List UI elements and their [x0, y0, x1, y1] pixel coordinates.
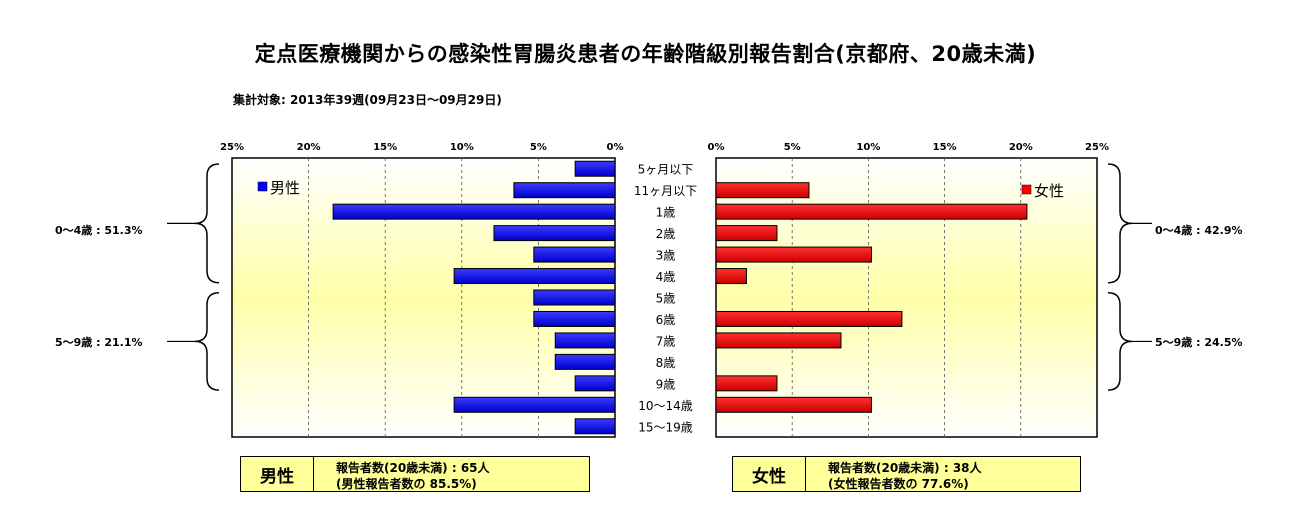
left-x-tick-label: 15% [373, 142, 397, 153]
category-label: 5ヶ月以下 [638, 163, 694, 177]
male-bar [533, 289, 616, 306]
female-bar [715, 246, 872, 263]
left-group-brace [194, 163, 220, 284]
category-label: 15～19歳 [638, 420, 693, 434]
right-group-label-0-4: 0～4歳 : 42.9% [1155, 224, 1243, 237]
left-x-tick-label: 0% [607, 142, 624, 153]
male-bar [574, 418, 616, 435]
male-bar [493, 225, 616, 242]
left-group-brace [194, 292, 220, 391]
female-bar [715, 310, 903, 327]
right-x-tick-label: 10% [856, 142, 880, 153]
right-x-tick-label: 5% [784, 142, 801, 153]
female-bar [715, 182, 810, 199]
male-summary-detail: 報告者数(20歳未満) : 65人 (男性報告者数の 85.5%) [314, 457, 490, 491]
chart-title: 定点医療機関からの感染性胃腸炎患者の年齢階級別報告割合(京都府、20歳未満) [254, 42, 1037, 66]
female-summary-percent: (女性報告者数の 77.6%) [828, 477, 969, 491]
right-group-brace [1107, 163, 1133, 284]
category-label: 5歳 [656, 292, 676, 306]
male-legend-swatch [257, 181, 268, 192]
chart-subtitle: 集計対象: 2013年39週(09月23日～09月29日) [233, 93, 502, 107]
female-summary-box: 女性 報告者数(20歳未満) : 38人 (女性報告者数の 77.6%) [732, 456, 1081, 492]
right-x-tick-label: 20% [1009, 142, 1033, 153]
male-bar [533, 246, 616, 263]
left-x-tick-label: 25% [220, 142, 244, 153]
category-label: 10～14歳 [638, 399, 693, 413]
category-label: 6歳 [656, 313, 676, 327]
category-label: 3歳 [656, 249, 676, 263]
left-x-tick-label: 5% [530, 142, 547, 153]
category-label: 11ヶ月以下 [634, 184, 697, 198]
female-bar [715, 332, 842, 349]
female-bar [715, 203, 1028, 220]
male-bar [554, 353, 616, 370]
male-bar [453, 396, 616, 413]
right-group-brace [1107, 292, 1133, 391]
category-label: 8歳 [656, 356, 676, 370]
left-x-tick-label: 10% [450, 142, 474, 153]
left-group-label-5-9: 5～9歳 : 21.1% [55, 336, 143, 349]
female-legend-swatch [1021, 184, 1032, 195]
left-group-label-0-4: 0～4歳 : 51.3% [55, 224, 143, 237]
left-x-tick-label: 20% [297, 142, 321, 153]
female-summary-gender: 女性 [733, 457, 806, 491]
male-summary-box: 男性 報告者数(20歳未満) : 65人 (男性報告者数の 85.5%) [240, 456, 590, 492]
category-label: 2歳 [656, 227, 676, 241]
female-bar [715, 375, 778, 392]
female-legend-label: 女性 [1034, 182, 1064, 200]
female-bar [715, 268, 747, 285]
right-group-label-5-9: 5～9歳 : 24.5% [1155, 336, 1243, 349]
category-label: 7歳 [656, 334, 676, 348]
right-x-tick-label: 25% [1085, 142, 1109, 153]
male-bar [574, 160, 616, 177]
female-bar [715, 396, 872, 413]
male-bar [453, 268, 616, 285]
male-legend-label: 男性 [270, 179, 300, 197]
right-x-tick-label: 15% [933, 142, 957, 153]
male-summary-count: 報告者数(20歳未満) : 65人 [336, 461, 490, 475]
category-label: 1歳 [656, 206, 676, 220]
female-summary-count: 報告者数(20歳未満) : 38人 [828, 461, 982, 475]
female-summary-detail: 報告者数(20歳未満) : 38人 (女性報告者数の 77.6%) [806, 457, 982, 491]
female-bar [715, 225, 778, 242]
male-bar [533, 310, 616, 327]
male-bar [574, 375, 616, 392]
right-x-tick-label: 0% [708, 142, 725, 153]
male-bar [554, 332, 616, 349]
category-label: 9歳 [656, 377, 676, 391]
category-label: 4歳 [656, 270, 676, 284]
male-summary-percent: (男性報告者数の 85.5%) [336, 477, 477, 491]
male-bar [513, 182, 616, 199]
male-summary-gender: 男性 [241, 457, 314, 491]
male-bar [332, 203, 616, 220]
